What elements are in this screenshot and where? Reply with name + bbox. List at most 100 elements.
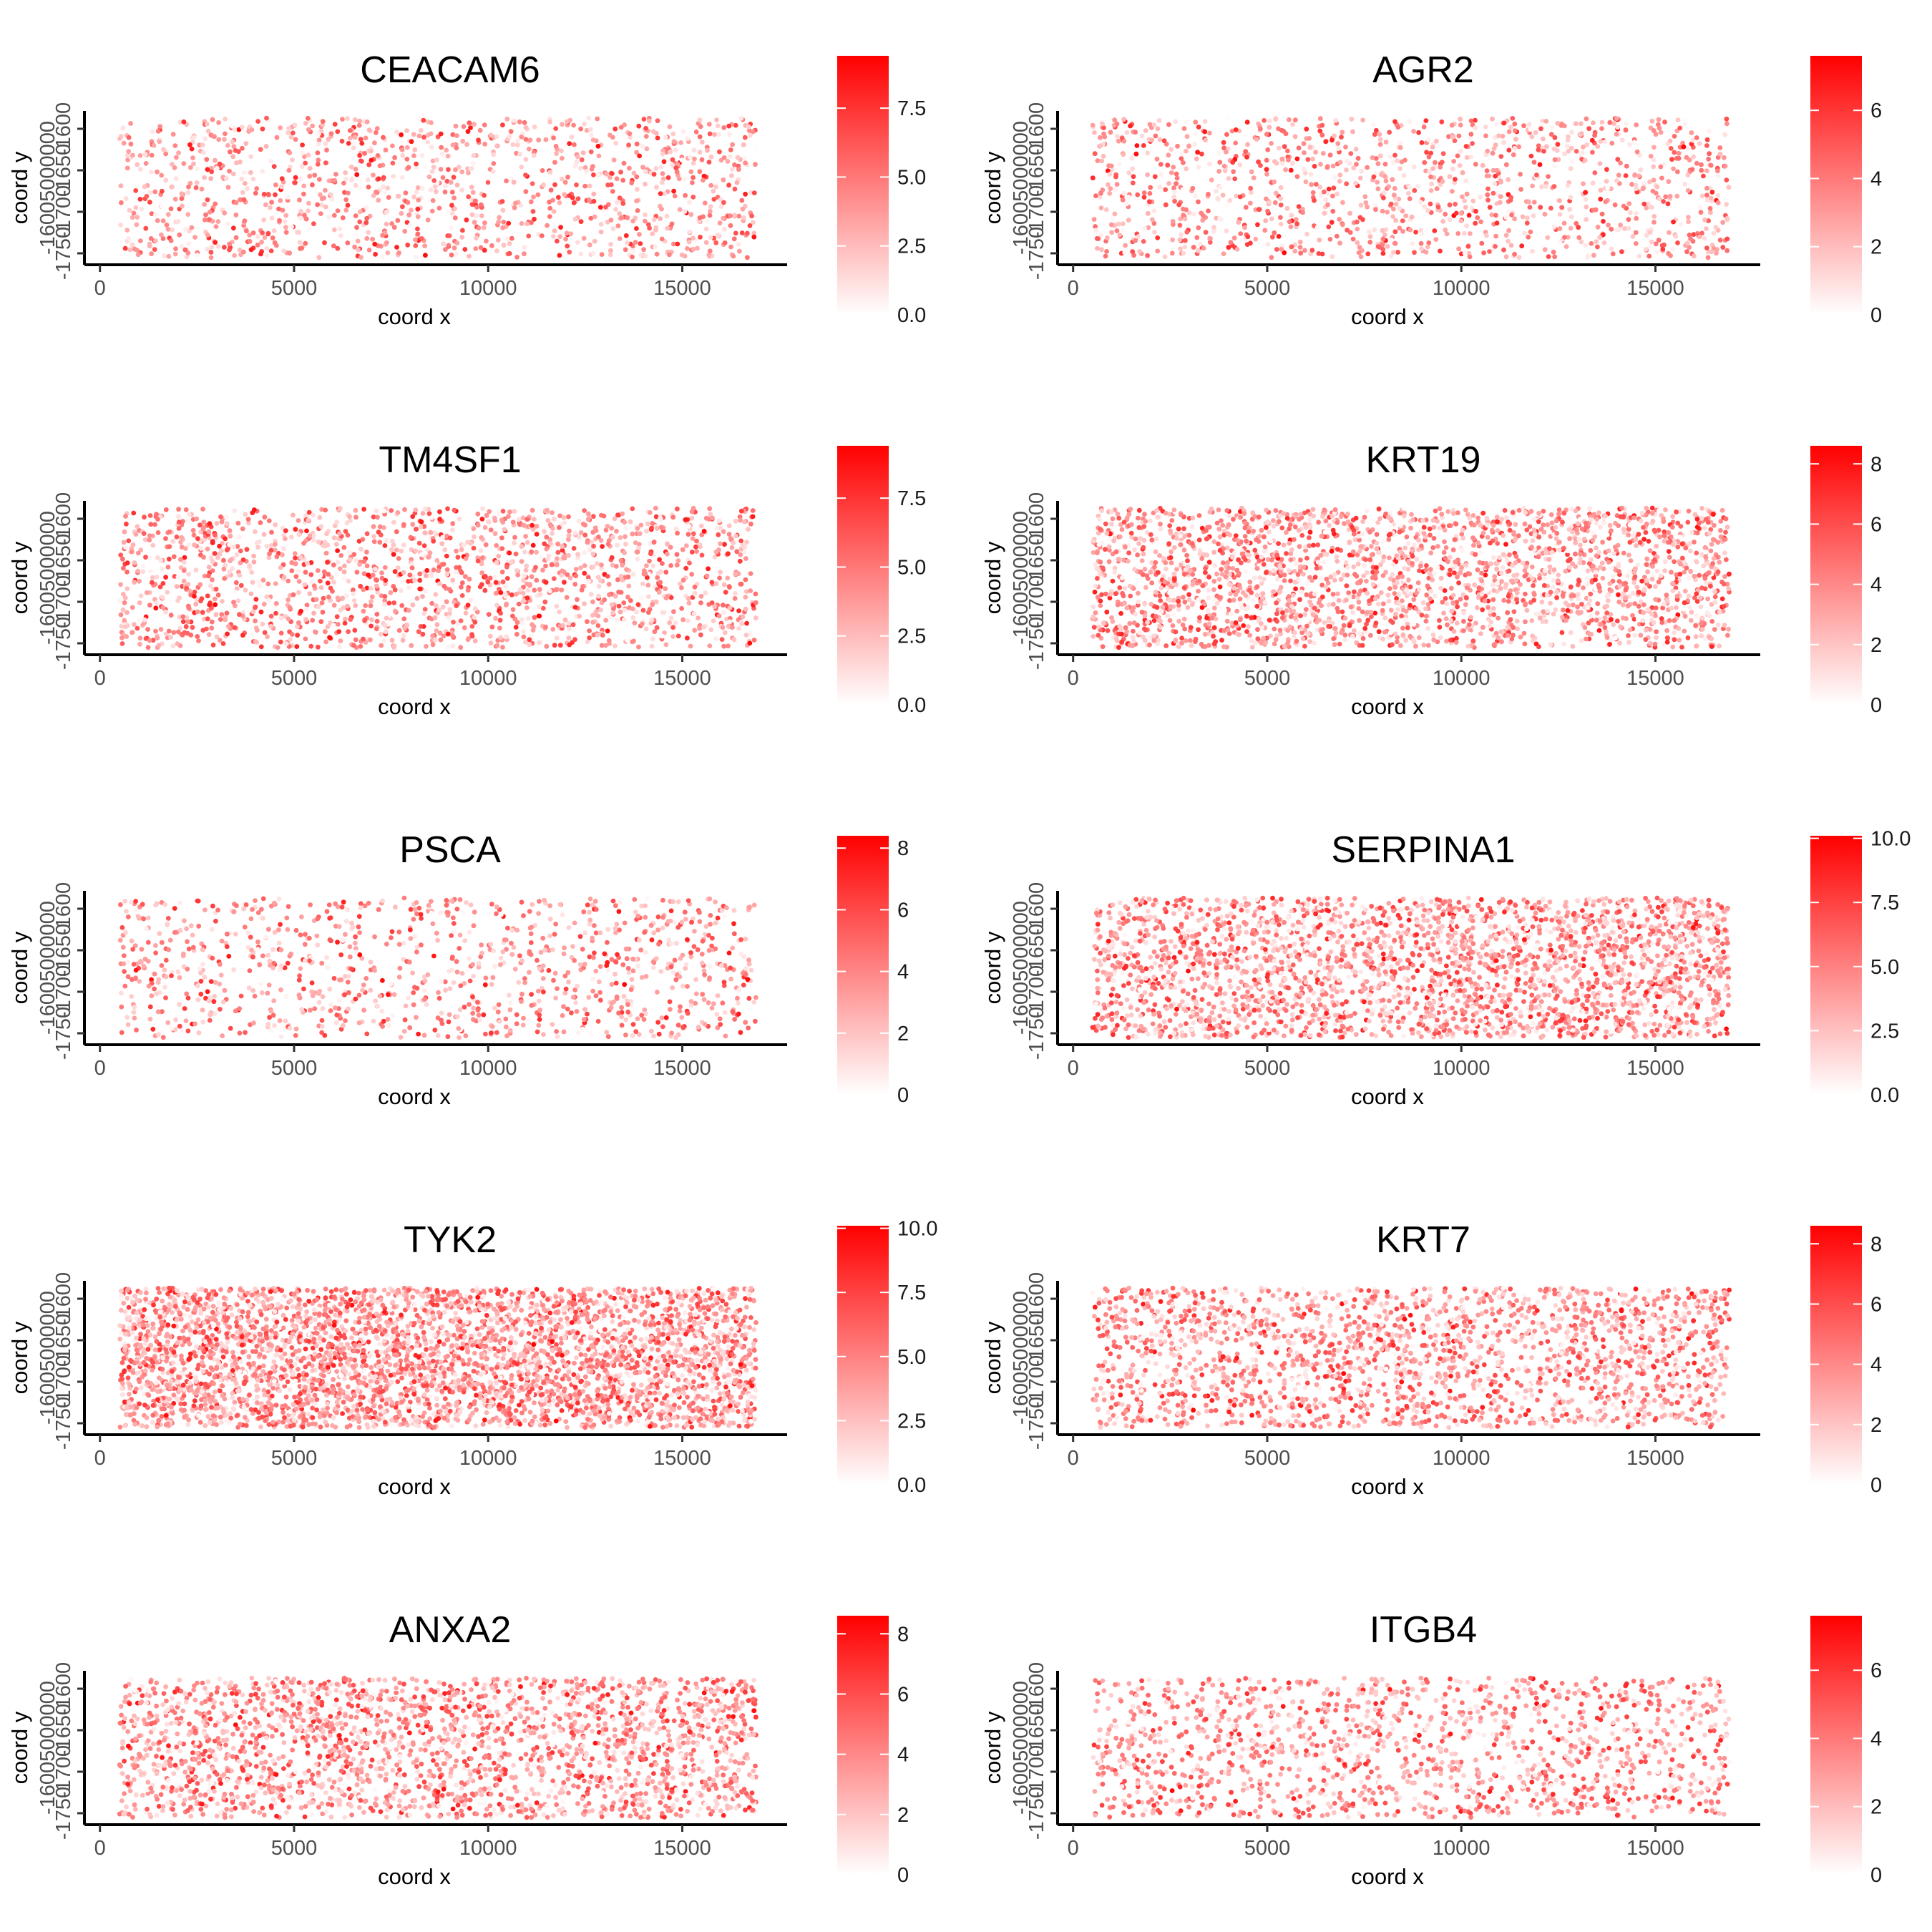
data-point [697,117,703,123]
data-point [1584,116,1589,122]
data-point [1200,213,1206,218]
data-point [1561,545,1566,551]
data-point [153,605,159,611]
data-point [570,622,576,628]
data-point [369,617,374,623]
data-point [460,228,465,233]
data-point [1522,521,1528,527]
data-point [645,222,651,228]
data-point [122,624,128,630]
data-point [658,191,663,196]
data-point [1258,126,1263,132]
data-point [1365,251,1371,257]
data-point [687,560,692,566]
data-point [153,628,158,634]
colorbar [837,446,889,705]
data-point [180,243,185,249]
data-point [1470,198,1476,204]
data-point [1194,156,1199,162]
data-point [1278,221,1284,227]
data-point [399,147,405,152]
data-point [395,510,401,515]
data-point [316,157,321,163]
data-point [1463,205,1468,210]
data-point [663,642,669,648]
data-point [1641,181,1647,187]
data-point [394,547,399,552]
data-point [210,559,215,564]
data-point [660,176,666,182]
data-point [1130,180,1136,186]
data-point [415,226,420,232]
data-point [323,639,328,645]
data-point [650,636,655,642]
data-point [523,567,529,573]
data-point [657,557,662,562]
data-point [152,522,157,527]
data-point [130,152,135,158]
data-point [1157,185,1163,190]
data-point [222,245,227,250]
data-point [640,165,645,170]
data-point [1196,588,1201,594]
data-point [504,576,510,581]
data-point [385,185,391,191]
data-point [587,628,592,633]
data-point [1503,162,1509,167]
data-point [648,551,653,557]
data-point [516,517,522,522]
data-point [608,132,613,138]
data-point [227,528,233,533]
data-point [1597,161,1603,167]
data-point [326,215,331,220]
data-point [1196,165,1201,170]
data-point [1108,222,1114,228]
data-point [499,546,505,551]
data-point [1407,119,1413,125]
data-point [1245,234,1251,240]
data-point [593,609,599,614]
y-axis-title: coord y [980,151,1005,224]
data-point [590,137,596,143]
data-point [532,517,537,522]
data-point [686,600,692,606]
data-point [439,151,445,157]
data-point [192,593,197,599]
data-point [319,600,325,605]
data-point [429,169,435,175]
data-point [408,535,414,540]
data-point [1671,166,1676,172]
data-point [170,539,176,544]
data-point [1202,119,1208,125]
data-point [444,567,450,572]
data-point [1455,231,1461,236]
data-point [493,615,498,621]
data-point [210,643,216,648]
data-point [584,169,589,175]
data-point [682,209,688,214]
data-point [1542,247,1548,253]
data-point [1177,223,1183,228]
data-point [1602,140,1607,145]
data-point [553,126,559,132]
data-point [622,122,627,127]
data-point [217,543,222,549]
data-point [1493,142,1498,148]
data-point [1202,129,1208,135]
data-point [699,552,705,558]
data-point [575,552,580,557]
data-point [638,252,644,258]
data-point [392,569,398,575]
data-point [447,535,453,541]
data-point [1179,151,1184,157]
data-point [1186,144,1191,149]
data-point [173,176,179,182]
data-point [1682,117,1687,122]
data-point [137,600,142,605]
data-point [1221,163,1227,169]
data-point [1178,246,1183,252]
data-point [267,551,272,557]
data-point [529,549,535,555]
data-point [244,228,249,234]
